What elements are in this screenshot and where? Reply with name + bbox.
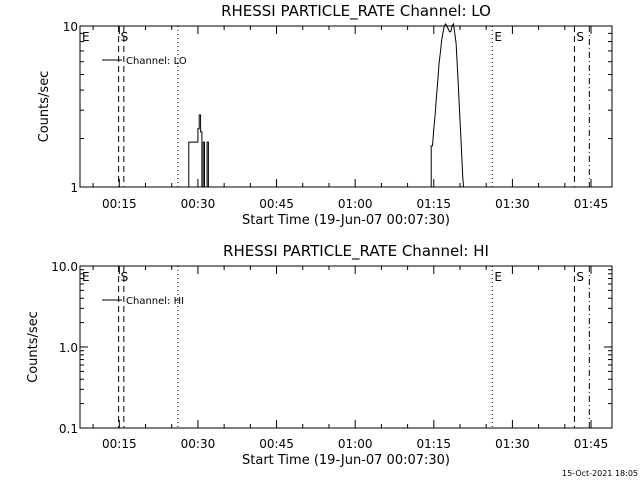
- y-axis-label: Counts/sec: [26, 311, 41, 383]
- event-marker-label: S: [576, 270, 584, 284]
- plot-panel-hi: RHESSI PARTICLE_RATE Channel: HI Start Ti…: [26, 242, 613, 468]
- x-tick-label: 00:45: [259, 197, 294, 211]
- x-tick-label: 00:45: [259, 437, 294, 451]
- x-axis-label: Start Time (19-Jun-07 00:07:30): [242, 453, 450, 468]
- event-marker-label: E: [82, 30, 90, 44]
- x-tick-label: 00:15: [102, 197, 137, 211]
- plot-frame: [79, 265, 613, 429]
- x-tick-label: 01:30: [495, 437, 530, 451]
- x-tick-label: 01:30: [495, 197, 530, 211]
- series-line-segment: [206, 141, 209, 187]
- event-marker-label: S: [576, 30, 584, 44]
- plot-panel-lo: RHESSI PARTICLE_RATE Channel: LO Start Ti…: [37, 2, 613, 228]
- event-marker-label: S: [121, 30, 129, 44]
- plot-timestamp: 15-Oct-2021 18:05: [562, 469, 638, 478]
- plot-frame: [79, 25, 613, 188]
- y-tick-label: 1.0: [59, 341, 78, 355]
- x-tick-label: 00:30: [181, 437, 216, 451]
- legend-label: Channel: HI: [126, 296, 184, 307]
- y-tick-label: 10: [63, 20, 78, 34]
- x-tick-label: 01:00: [338, 437, 373, 451]
- chart-title: RHESSI PARTICLE_RATE Channel: LO: [221, 2, 491, 21]
- legend-label: Channel: LO: [126, 56, 187, 67]
- y-tick-label: 10.0: [51, 260, 78, 274]
- x-tick-label: 01:45: [574, 437, 609, 451]
- x-tick-label: 00:30: [181, 197, 216, 211]
- x-axis-label: Start Time (19-Jun-07 00:07:30): [242, 213, 450, 228]
- event-marker-label: E: [494, 30, 502, 44]
- x-tick-label: 01:00: [338, 197, 373, 211]
- x-tick-label: 01:15: [416, 437, 451, 451]
- series-line-segment: [202, 141, 205, 187]
- event-marker-label: E: [494, 270, 502, 284]
- series-line-segment: [188, 114, 203, 187]
- y-tick-label: 1: [70, 181, 78, 195]
- y-axis-label: Counts/sec: [37, 71, 52, 143]
- chart-title: RHESSI PARTICLE_RATE Channel: HI: [223, 242, 489, 261]
- event-marker-label: S: [121, 270, 129, 284]
- x-tick-label: 01:15: [416, 197, 451, 211]
- y-tick-label: 0.1: [59, 422, 78, 436]
- x-tick-label: 00:15: [102, 437, 137, 451]
- x-tick-label: 01:45: [574, 197, 609, 211]
- event-marker-label: E: [82, 270, 90, 284]
- series-line-segment: [430, 22, 464, 188]
